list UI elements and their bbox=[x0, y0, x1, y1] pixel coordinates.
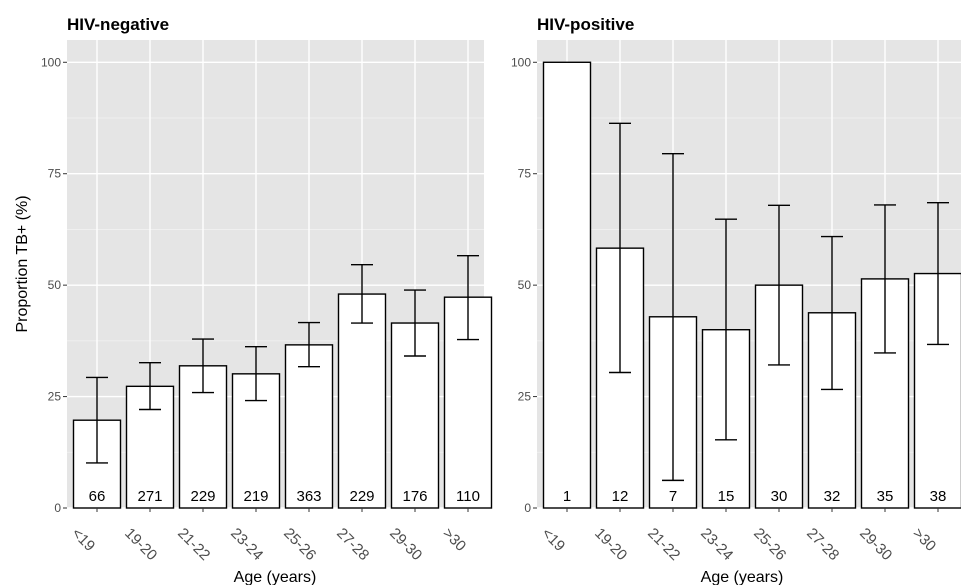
x-tick-label: 29-30 bbox=[386, 525, 425, 564]
y-tick-label: 100 bbox=[41, 55, 61, 69]
count-label: 363 bbox=[296, 488, 321, 505]
y-tick-label: 25 bbox=[48, 390, 62, 404]
count-label: 12 bbox=[612, 488, 629, 505]
count-label: 176 bbox=[402, 488, 427, 505]
x-tick-label: 21-22 bbox=[644, 525, 683, 564]
x-axis-title: Age (years) bbox=[234, 569, 317, 585]
y-tick-label: 75 bbox=[518, 167, 532, 181]
y-axis-title: Proportion TB+ (%) bbox=[14, 195, 31, 332]
bar bbox=[337, 293, 387, 509]
x-tick-label: 23-24 bbox=[697, 525, 736, 564]
count-label: 1 bbox=[563, 488, 571, 505]
x-tick-label: <19 bbox=[68, 525, 98, 555]
panel-title: HIV-negative bbox=[67, 15, 169, 34]
x-tick-label: 29-30 bbox=[856, 525, 895, 564]
x-tick-label: 19-20 bbox=[121, 525, 160, 564]
x-tick-label: 21-22 bbox=[174, 525, 213, 564]
y-tick-label: 50 bbox=[518, 278, 532, 292]
count-label: 219 bbox=[243, 488, 268, 505]
bar bbox=[390, 322, 440, 509]
x-tick-label: 23-24 bbox=[227, 525, 266, 564]
x-axis-title: Age (years) bbox=[701, 569, 784, 585]
x-tick-label: 25-26 bbox=[750, 525, 789, 564]
panel-hiv-negative: 66 271 229 219 363 229 176 110 0 25 50 75 100 <19 19-2… bbox=[41, 15, 493, 585]
y-tick-label: 0 bbox=[54, 501, 61, 515]
count-label: 15 bbox=[718, 488, 735, 505]
y-tick-label: 100 bbox=[511, 55, 531, 69]
count-label: 110 bbox=[456, 488, 480, 505]
count-label: 229 bbox=[349, 488, 374, 505]
x-tick-label: >30 bbox=[909, 525, 939, 555]
count-label: 229 bbox=[190, 488, 215, 505]
x-tick-label: 27-28 bbox=[333, 525, 372, 564]
panel-hiv-positive: 1 12 7 15 30 32 35 38 0 25 50 75 100 <19 19-20 21-22 23-… bbox=[511, 15, 961, 585]
bar bbox=[231, 373, 281, 509]
x-tick-label: 19-20 bbox=[591, 525, 630, 564]
count-label: 32 bbox=[824, 488, 841, 505]
y-tick-label: 75 bbox=[48, 167, 62, 181]
bar bbox=[284, 344, 334, 509]
y-tick-label: 0 bbox=[524, 501, 531, 515]
x-tick-label: <19 bbox=[538, 525, 568, 555]
x-tick-label: 27-28 bbox=[803, 525, 842, 564]
x-tick-label: >30 bbox=[439, 525, 469, 555]
count-label: 35 bbox=[877, 488, 894, 505]
count-label: 271 bbox=[137, 488, 162, 505]
count-label: 30 bbox=[771, 488, 788, 505]
count-label: 66 bbox=[89, 488, 106, 505]
count-label: 7 bbox=[669, 488, 677, 505]
panel-title: HIV-positive bbox=[537, 15, 634, 34]
bar bbox=[542, 61, 592, 509]
y-tick-label: 50 bbox=[48, 278, 62, 292]
y-tick-label: 25 bbox=[518, 390, 532, 404]
x-tick-label: 25-26 bbox=[280, 525, 319, 564]
count-label: 38 bbox=[930, 488, 947, 505]
